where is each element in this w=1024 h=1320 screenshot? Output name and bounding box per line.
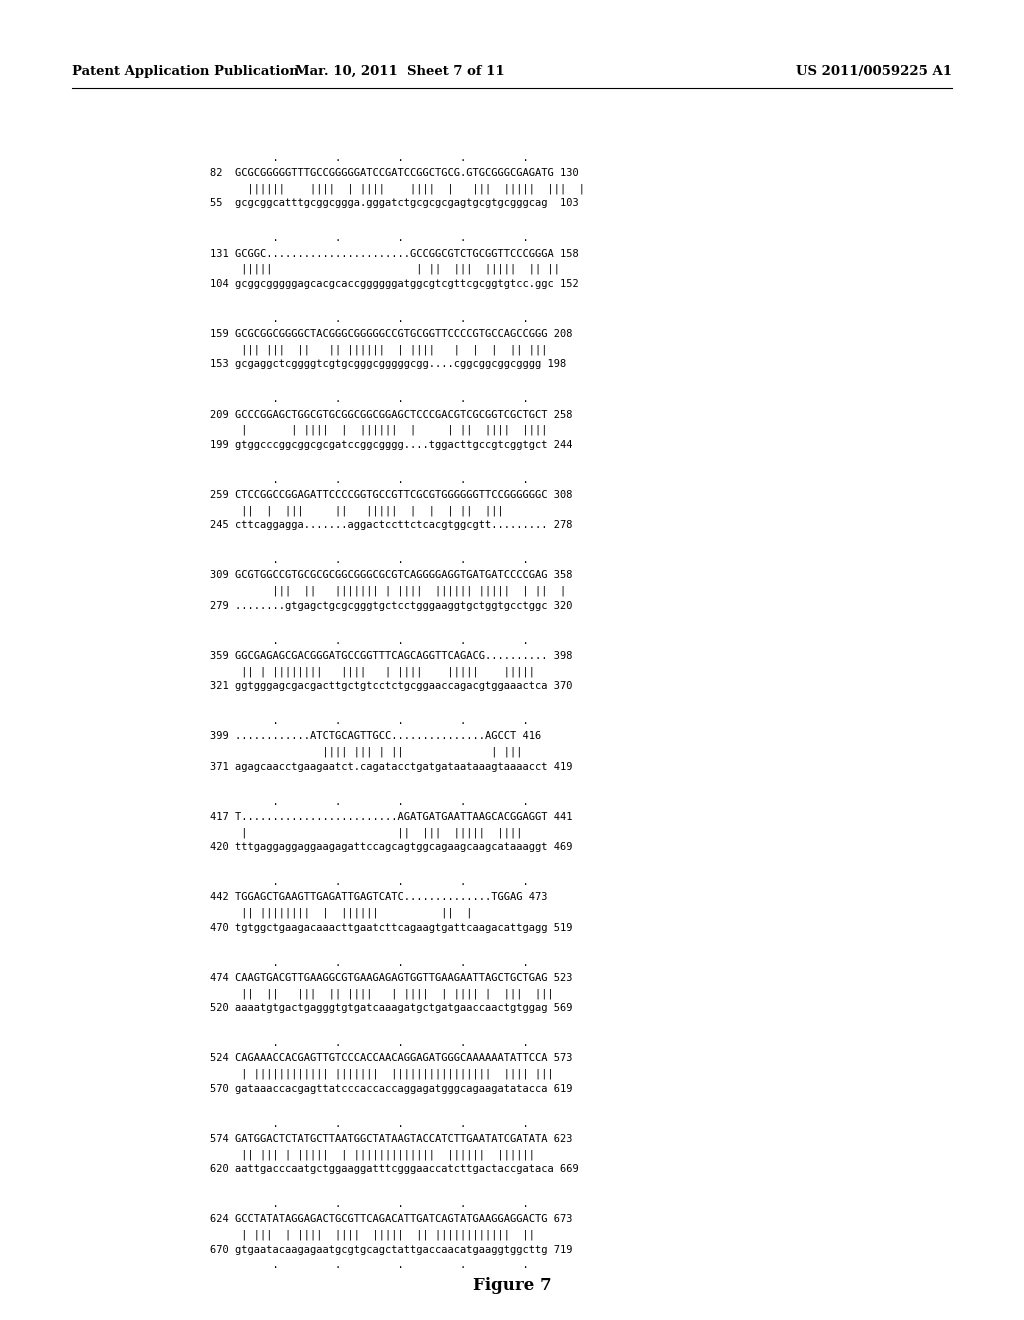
Text: |||  ||   ||||||| | ||||  |||||| |||||  | ||  |: ||| || ||||||| | |||| |||||| ||||| | || … bbox=[210, 586, 566, 597]
Text: 245 cttcaggagga.......aggactccttctcacgtggcgtt......... 278: 245 cttcaggagga.......aggactccttctcacgtg… bbox=[210, 520, 572, 531]
Text: 104 gcggcgggggagcacgcaccggggggatggcgtcgttcgcggtgtcc.ggc 152: 104 gcggcgggggagcacgcaccggggggatggcgtcgt… bbox=[210, 279, 579, 289]
Text: Figure 7: Figure 7 bbox=[473, 1276, 551, 1294]
Text: US 2011/0059225 A1: US 2011/0059225 A1 bbox=[796, 65, 952, 78]
Text: 574 GATGGACTCTATGCTTAATGGCTATAAGTACCATCTTGAATATCGATATA 623: 574 GATGGACTCTATGCTTAATGGCTATAAGTACCATCT… bbox=[210, 1134, 572, 1144]
Text: 131 GCGGC.......................GCCGGCGTCTGCGGTTCCCGGGA 158: 131 GCGGC.......................GCCGGCGT… bbox=[210, 248, 579, 259]
Text: 359 GGCGAGAGCGACGGGATGCCGGTTTCAGCAGGTTCAGACG.......... 398: 359 GGCGAGAGCGACGGGATGCCGGTTTCAGCAGGTTCA… bbox=[210, 651, 572, 661]
Text: || | ||||||||   ||||   | ||||    |||||    |||||: || | |||||||| |||| | |||| ||||| ||||| bbox=[210, 667, 535, 677]
Text: 82  GCGCGGGGGTTTGCCGGGGGATCCGATCCGGCTGCG.GTGCGGGCGAGATG 130: 82 GCGCGGGGGTTTGCCGGGGGATCCGATCCGGCTGCG.… bbox=[210, 168, 579, 178]
Text: 524 CAGAAACCACGAGTTGTCCCACCAACAGGAGATGGGCAAAAAATATTCCA 573: 524 CAGAAACCACGAGTTGTCCCACCAACAGGAGATGGG… bbox=[210, 1053, 572, 1064]
Text: .         .         .         .         .: . . . . . bbox=[210, 1259, 528, 1270]
Text: ||  |  |||     ||   |||||  |  |  | ||  |||: || | ||| || ||||| | | | || ||| bbox=[210, 506, 504, 516]
Text: | |||||||||||| |||||||  ||||||||||||||||  |||| |||: | |||||||||||| ||||||| |||||||||||||||| … bbox=[210, 1069, 554, 1078]
Text: 620 aattgacccaatgctggaaggatttcgggaaccatcttgactaccgataca 669: 620 aattgacccaatgctggaaggatttcgggaaccatc… bbox=[210, 1164, 579, 1175]
Text: 209 GCCCGGAGCTGGCGTGCGGCGGCGGAGCTCCCGACGTCGCGGTCGCTGCT 258: 209 GCCCGGAGCTGGCGTGCGGCGGCGGAGCTCCCGACG… bbox=[210, 409, 572, 420]
Text: 442 TGGAGCTGAAGTTGAGATTGAGTCATC..............TGGAG 473: 442 TGGAGCTGAAGTTGAGATTGAGTCATC.........… bbox=[210, 892, 548, 903]
Text: ||| |||  ||   || ||||||  | ||||   |  |  |  || |||: ||| ||| || || |||||| | |||| | | | || ||| bbox=[210, 345, 548, 355]
Text: 279 ........gtgagctgcgcgggtgctcctgggaaggtgctggtgcctggc 320: 279 ........gtgagctgcgcgggtgctcctgggaagg… bbox=[210, 601, 572, 611]
Text: .         .         .         .         .: . . . . . bbox=[210, 1039, 528, 1048]
Text: 371 agagcaacctgaagaatct.cagatacctgatgataataaagtaaaacct 419: 371 agagcaacctgaagaatct.cagatacctgatgata… bbox=[210, 762, 572, 772]
Text: 570 gataaaccacgagttatcccaccaccaggagatgggcagaagatatacca 619: 570 gataaaccacgagttatcccaccaccaggagatggg… bbox=[210, 1084, 572, 1094]
Text: |                        ||  |||  |||||  ||||: | || ||| ||||| |||| bbox=[210, 828, 522, 838]
Text: |       | ||||  |  ||||||  |     | ||  ||||  ||||: | | |||| | |||||| | | || |||| |||| bbox=[210, 425, 548, 436]
Text: .         .         .         .         .: . . . . . bbox=[210, 314, 528, 323]
Text: 399 ............ATCTGCAGTTGCC...............AGCCT 416: 399 ............ATCTGCAGTTGCC...........… bbox=[210, 731, 542, 742]
Text: 417 T.........................AGATGATGAATTAAGCACGGAGGT 441: 417 T.........................AGATGATGAA… bbox=[210, 812, 572, 822]
Text: 670 gtgaatacaagagaatgcgtgcagctattgaccaacatgaaggtggcttg 719: 670 gtgaatacaagagaatgcgtgcagctattgaccaac… bbox=[210, 1245, 572, 1255]
Text: 159 GCGCGGCGGGGCTACGGGCGGGGGCCGTGCGGTTCCCCGTGCCAGCCGGG 208: 159 GCGCGGCGGGGCTACGGGCGGGGGCCGTGCGGTTCC… bbox=[210, 329, 572, 339]
Text: 474 CAAGTGACGTTGAAGGCGTGAAGAGAGTGGTTGAAGAATTAGCTGCTGAG 523: 474 CAAGTGACGTTGAAGGCGTGAAGAGAGTGGTTGAAG… bbox=[210, 973, 572, 983]
Text: .         .         .         .         .: . . . . . bbox=[210, 234, 528, 243]
Text: 624 GCCTATATAGGAGACTGCGTTCAGACATTGATCAGTATGAAGGAGGACTG 673: 624 GCCTATATAGGAGACTGCGTTCAGACATTGATCAGT… bbox=[210, 1214, 572, 1225]
Text: 259 CTCCGGCCGGAGATTCCCCGGTGCCGTTCGCGTGGGGGGTTCCGGGGGGC 308: 259 CTCCGGCCGGAGATTCCCCGGTGCCGTTCGCGTGGG… bbox=[210, 490, 572, 500]
Text: .         .         .         .         .: . . . . . bbox=[210, 153, 528, 162]
Text: .         .         .         .         .: . . . . . bbox=[210, 797, 528, 807]
Text: .         .         .         .         .: . . . . . bbox=[210, 1199, 528, 1209]
Text: .         .         .         .         .: . . . . . bbox=[210, 475, 528, 484]
Text: .         .         .         .         .: . . . . . bbox=[210, 958, 528, 968]
Text: ||||||    ||||  | ||||    ||||  |   |||  |||||  |||  |: |||||| |||| | |||| |||| | ||| ||||| ||| … bbox=[210, 183, 585, 194]
Text: .         .         .         .         .: . . . . . bbox=[210, 1118, 528, 1129]
Text: 153 gcgaggctcggggtcgtgcgggcgggggcgg....cggcggcggcgggg 198: 153 gcgaggctcggggtcgtgcgggcgggggcgg....c… bbox=[210, 359, 566, 370]
Text: .         .         .         .         .: . . . . . bbox=[210, 636, 528, 645]
Text: ||  ||   |||  || ||||   | ||||  | |||| |  |||  |||: || || ||| || |||| | |||| | |||| | ||| ||… bbox=[210, 989, 554, 999]
Text: .         .         .         .         .: . . . . . bbox=[210, 556, 528, 565]
Text: |||| ||| | ||              | |||: |||| ||| | || | ||| bbox=[210, 747, 522, 758]
Text: .         .         .         .         .: . . . . . bbox=[210, 395, 528, 404]
Text: 470 tgtggctgaagacaaacttgaatcttcagaagtgattcaagacattgagg 519: 470 tgtggctgaagacaaacttgaatcttcagaagtgat… bbox=[210, 923, 572, 933]
Text: .         .         .         .         .: . . . . . bbox=[210, 717, 528, 726]
Text: 309 GCGTGGCCGTGCGCGCGGCGGGCGCGTCAGGGGAGGTGATGATCCCCGAG 358: 309 GCGTGGCCGTGCGCGCGGCGGGCGCGTCAGGGGAGG… bbox=[210, 570, 572, 581]
Text: || ||||||||  |  ||||||          ||  |: || |||||||| | |||||| || | bbox=[210, 908, 472, 919]
Text: 520 aaaatgtgactgagggtgtgatcaaagatgctgatgaaccaactgtggag 569: 520 aaaatgtgactgagggtgtgatcaaagatgctgatg… bbox=[210, 1003, 572, 1014]
Text: .         .         .         .         .: . . . . . bbox=[210, 878, 528, 887]
Text: |||||                       | ||  |||  |||||  || ||: ||||| | || ||| ||||| || || bbox=[210, 264, 560, 275]
Text: | |||  | ||||  ||||  |||||  || ||||||||||||  ||: | ||| | |||| |||| ||||| || |||||||||||| … bbox=[210, 1229, 535, 1239]
Text: 55  gcgcggcatttgcggcggga.gggatctgcgcgcgagtgcgtgcgggcag  103: 55 gcgcggcatttgcggcggga.gggatctgcgcgcgag… bbox=[210, 198, 579, 209]
Text: || ||| | |||||  | |||||||||||||  ||||||  ||||||: || ||| | ||||| | ||||||||||||| |||||| ||… bbox=[210, 1148, 535, 1159]
Text: 199 gtggcccggcggcgcgatccggcgggg....tggacttgccgtcggtgct 244: 199 gtggcccggcggcgcgatccggcgggg....tggac… bbox=[210, 440, 572, 450]
Text: 420 tttgaggaggaggaagagattccagcagtggcagaagcaagcataaaggt 469: 420 tttgaggaggaggaagagattccagcagtggcagaa… bbox=[210, 842, 572, 853]
Text: Mar. 10, 2011  Sheet 7 of 11: Mar. 10, 2011 Sheet 7 of 11 bbox=[295, 65, 505, 78]
Text: Patent Application Publication: Patent Application Publication bbox=[72, 65, 299, 78]
Text: 321 ggtgggagcgacgacttgctgtcctctgcggaaccagacgtggaaactca 370: 321 ggtgggagcgacgacttgctgtcctctgcggaacca… bbox=[210, 681, 572, 692]
